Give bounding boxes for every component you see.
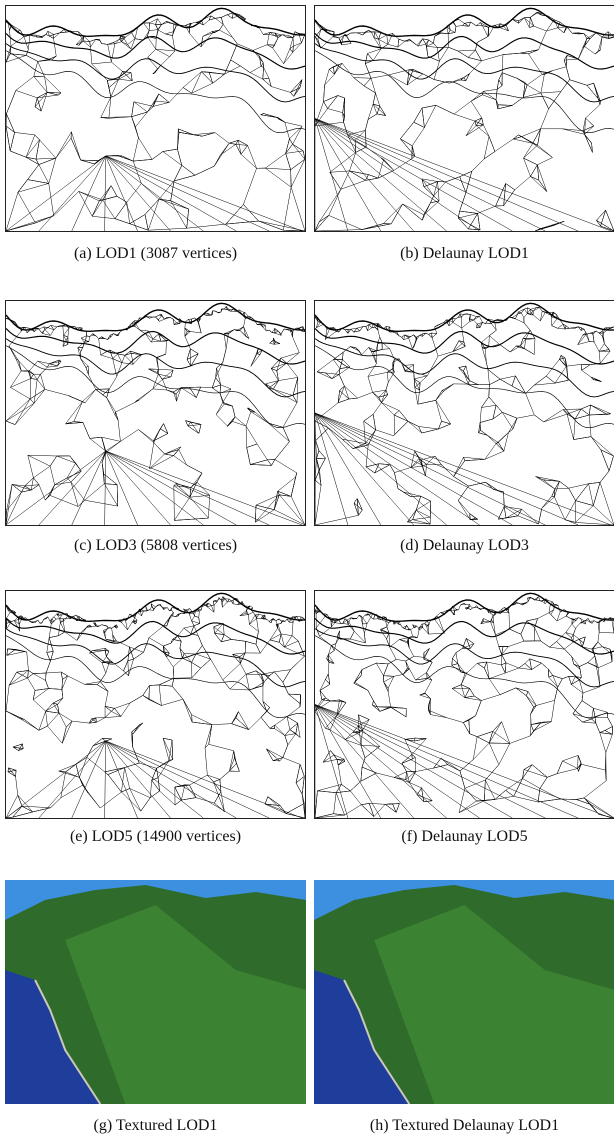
caption: (d) Delaunay LOD3 — [314, 537, 614, 555]
ridge-line — [315, 593, 614, 621]
wireframe-image — [6, 6, 305, 231]
ridge-line — [6, 618, 305, 654]
caption: (f) Delaunay LOD5 — [314, 828, 614, 846]
mesh-edges — [315, 12, 614, 231]
ridge-line — [315, 328, 614, 364]
ridge-line — [6, 8, 305, 36]
mesh-edges — [6, 306, 305, 525]
page: (a) LOD1 (3087 vertices) (b) Delaunay LO… — [0, 0, 614, 1142]
figure-image — [5, 5, 306, 232]
mesh-edges — [315, 597, 614, 818]
ridge-line — [315, 44, 614, 102]
ridge-line — [315, 33, 614, 69]
figure-image — [314, 880, 614, 1104]
caption: (c) LOD3 (5808 vertices) — [5, 537, 306, 555]
textured-image — [5, 880, 306, 1104]
figure-image — [314, 5, 614, 232]
ridge-line — [6, 33, 305, 69]
ridge-line — [6, 328, 305, 364]
ridge-line — [6, 339, 305, 397]
figure-image — [5, 300, 306, 526]
ridge-line — [6, 51, 305, 133]
caption: (h) Textured Delaunay LOD1 — [314, 1117, 614, 1135]
figure-image — [5, 880, 306, 1104]
textured-image — [314, 880, 614, 1104]
caption: (e) LOD5 (14900 vertices) — [5, 828, 306, 846]
caption: (b) Delaunay LOD1 — [314, 245, 614, 263]
ridge-line — [315, 339, 614, 397]
wireframe-image — [6, 591, 305, 818]
figure-image — [314, 300, 614, 526]
mesh-edges — [6, 13, 305, 231]
wireframe-image — [315, 591, 614, 818]
mesh-edges — [315, 307, 614, 525]
wireframe-image — [315, 301, 614, 525]
wireframe-image — [315, 6, 614, 231]
wireframe-image — [6, 301, 305, 525]
mesh-edges — [6, 597, 305, 818]
caption: (g) Textured LOD1 — [5, 1117, 306, 1135]
ridge-line — [315, 51, 614, 133]
ridge-line — [6, 346, 305, 428]
caption: (a) LOD1 (3087 vertices) — [5, 245, 306, 263]
figure-image — [314, 590, 614, 819]
figure-image — [5, 590, 306, 819]
ridge-line — [315, 303, 614, 331]
ridge-line — [315, 8, 614, 36]
ridge-line — [315, 618, 614, 654]
